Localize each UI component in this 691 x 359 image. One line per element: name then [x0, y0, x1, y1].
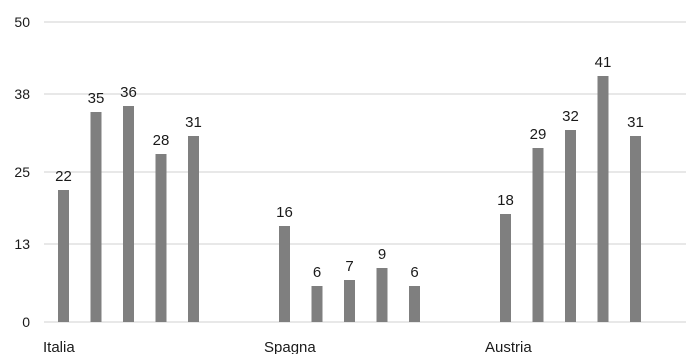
data-label-spagna-3: 7 [345, 258, 353, 275]
data-labels: 223536283116679618293241312438 [55, 54, 644, 281]
bar-austria-5 [630, 136, 641, 322]
y-tick-label-38: 38 [14, 86, 30, 102]
bar-italia-1 [58, 190, 69, 322]
data-label-austria-4: 41 [595, 54, 612, 71]
data-label-spagna-5: 6 [410, 264, 418, 281]
bar-italia-4 [155, 154, 167, 322]
data-label-austria-1: 18 [497, 192, 514, 209]
bar-austria-1 [500, 214, 511, 322]
data-label-austria-5: 31 [627, 114, 644, 131]
bars [58, 76, 641, 322]
category-label-austria: Austria [485, 339, 532, 354]
bar-italia-3 [123, 106, 134, 322]
bar-spagna-4 [376, 268, 388, 322]
bar-spagna-2 [311, 286, 323, 322]
bar-spagna-5 [409, 286, 420, 322]
bar-austria-3 [565, 130, 576, 322]
bar-spagna-1 [279, 226, 290, 322]
bar-spagna-3 [344, 280, 355, 322]
bar-austria-2 [532, 148, 544, 322]
data-label-spagna-1: 16 [276, 204, 293, 221]
y-tick-label-25: 25 [14, 164, 30, 180]
bar-italia-2 [90, 112, 102, 322]
x-axis-categories: ItaliaSpagnaAustriaGermania [43, 339, 532, 356]
data-label-italia-5: 31 [185, 114, 202, 131]
y-tick-label-0: 0 [22, 314, 30, 330]
data-label-italia-2: 35 [88, 90, 105, 107]
y-tick-label-13: 13 [14, 236, 30, 252]
data-label-italia-1: 22 [55, 168, 72, 185]
bar-italia-5 [188, 136, 199, 322]
data-label-italia-4: 28 [153, 132, 170, 149]
data-label-austria-2: 29 [530, 126, 547, 143]
data-label-spagna-2: 6 [313, 264, 321, 281]
bar-austria-4 [597, 76, 609, 322]
y-axis-ticks: 0 13 25 38 50 [14, 14, 30, 330]
y-tick-label-50: 50 [14, 14, 30, 30]
data-label-austria-3: 32 [562, 108, 579, 125]
category-label-italia: Italia [43, 339, 75, 354]
data-label-spagna-4: 9 [378, 246, 386, 263]
data-label-italia-3: 36 [120, 84, 137, 101]
gridlines [44, 21, 686, 323]
category-label-spagna: Spagna [264, 339, 316, 354]
